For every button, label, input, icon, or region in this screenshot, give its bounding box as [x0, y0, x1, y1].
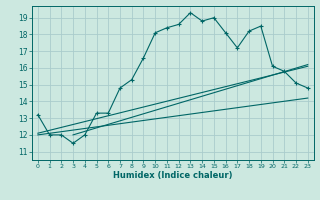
X-axis label: Humidex (Indice chaleur): Humidex (Indice chaleur) [113, 171, 233, 180]
